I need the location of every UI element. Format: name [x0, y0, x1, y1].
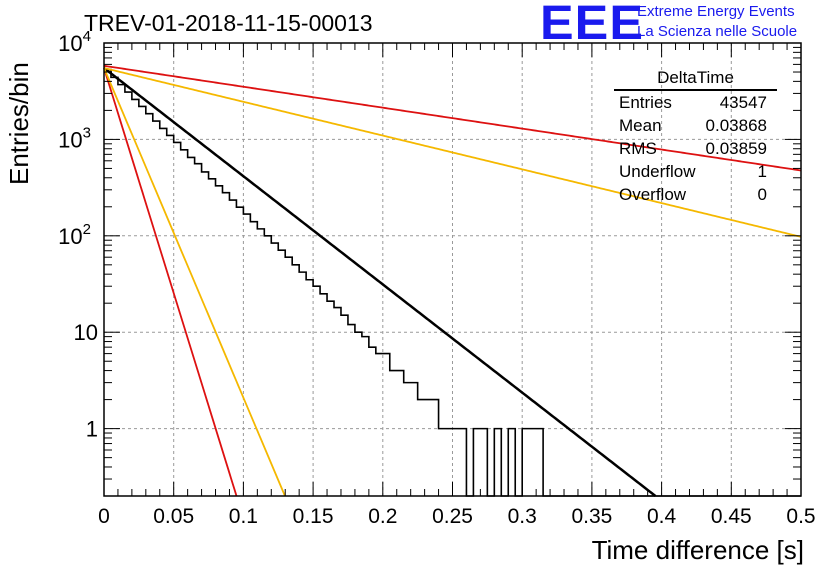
y-tick-label-base: 10	[58, 224, 82, 249]
stats-value: 43547	[719, 93, 767, 112]
stats-label: Entries	[619, 93, 672, 112]
eee-logo: EEE	[540, 0, 644, 50]
stats-label: RMS	[619, 139, 657, 158]
stats-row: Overflow 0	[614, 183, 777, 206]
y-axis-label: Entries/bin	[4, 62, 34, 185]
fit-curve-3	[103, 67, 238, 497]
stats-title: DeltaTime	[614, 68, 777, 91]
logo-subtitle-1: Extreme Energy Events	[637, 3, 795, 20]
stats-label: Underflow	[619, 162, 696, 181]
stats-row: Mean 0.03868	[614, 114, 777, 137]
run-title: TREV-01-2018-11-15-00013	[84, 10, 373, 36]
x-tick-label: 0.2	[368, 505, 397, 528]
y-axis-label-wrap: Entries/bin	[4, 62, 34, 345]
fit-curve-2	[103, 67, 802, 238]
y-tick-label: 102	[58, 221, 91, 249]
y-tick-label-exp: 2	[83, 221, 91, 238]
x-tick-label: 0.25	[432, 505, 473, 528]
x-tick-label: 0.3	[508, 505, 537, 528]
stats-label: Mean	[619, 116, 662, 135]
stats-value: 0.03859	[705, 139, 767, 158]
x-axis-ticks: 0 0.05 0.1 0.15 0.2 0.25 0.3 0.35 0.4 0.45 0.5	[98, 43, 816, 528]
stats-box: DeltaTime Entries 43547 Mean 0.03868 RMS 0.…	[614, 68, 777, 206]
y-tick-label: 103	[58, 124, 91, 152]
y-tick-label: 1	[86, 417, 98, 442]
x-axis-label: Time difference [s]	[591, 535, 804, 565]
y-tick-label: 10	[74, 320, 98, 345]
stats-row: Underflow 1	[614, 160, 777, 183]
logo-subtitle-2: La Scienza nelle Scuole	[637, 23, 798, 40]
x-tick-label: 0.1	[229, 505, 258, 528]
stats-label: Overflow	[619, 185, 687, 204]
x-tick-label: 0.45	[711, 505, 752, 528]
x-tick-label: 0	[98, 505, 110, 528]
x-tick-label: 0.15	[293, 505, 334, 528]
y-tick-label-base: 10	[58, 127, 82, 152]
stats-row: Entries 43547	[614, 91, 777, 114]
y-tick-label-exp: 3	[83, 124, 91, 141]
x-tick-label: 0.05	[153, 505, 194, 528]
stats-row: RMS 0.03859	[614, 137, 777, 160]
y-tick-label-base: 10	[58, 31, 82, 56]
x-tick-label: 0.35	[571, 505, 612, 528]
fit-curve-0	[103, 67, 657, 497]
y-tick-label-exp: 4	[83, 28, 91, 45]
fit-curves	[103, 64, 802, 497]
stats-value: 1	[757, 162, 767, 181]
stats-value: 0	[757, 185, 767, 204]
fit-curve-1	[103, 64, 802, 172]
x-tick-label: 0.4	[647, 505, 677, 528]
x-tick-label: 0.5	[786, 505, 815, 528]
fit-curve-4	[103, 67, 286, 497]
y-tick-label: 104	[58, 28, 91, 56]
stats-value: 0.03868	[705, 116, 767, 135]
